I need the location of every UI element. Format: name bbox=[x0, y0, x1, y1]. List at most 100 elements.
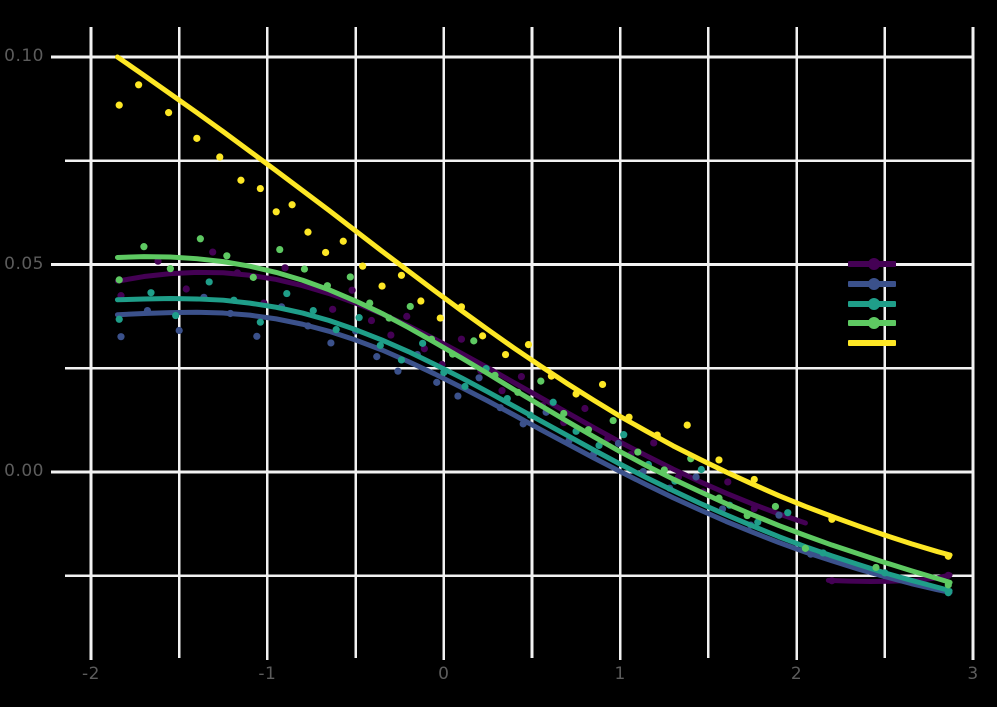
data-point bbox=[367, 316, 376, 325]
data-point bbox=[309, 306, 317, 315]
series-line bbox=[114, 254, 953, 585]
data-point bbox=[604, 434, 612, 442]
data-point bbox=[498, 387, 506, 395]
data-point bbox=[237, 176, 245, 184]
data-point bbox=[660, 466, 668, 474]
data-point bbox=[514, 388, 522, 396]
data-point bbox=[433, 378, 441, 386]
data-point bbox=[327, 339, 335, 347]
data-point bbox=[397, 356, 406, 364]
data-point bbox=[944, 581, 952, 589]
x-tick-label: 1 bbox=[614, 664, 626, 684]
data-point bbox=[750, 475, 758, 484]
data-point bbox=[223, 252, 231, 260]
data-point bbox=[166, 265, 174, 273]
data-point bbox=[115, 276, 123, 284]
data-point bbox=[205, 278, 213, 286]
x-tick-label: 2 bbox=[790, 664, 803, 684]
data-point bbox=[581, 404, 589, 413]
data-point bbox=[517, 372, 526, 381]
data-point bbox=[249, 273, 257, 281]
series-group bbox=[114, 278, 953, 597]
data-point bbox=[230, 296, 238, 304]
data-point bbox=[715, 456, 723, 464]
x-tick-label: -1 bbox=[258, 664, 277, 684]
data-point bbox=[692, 473, 700, 481]
data-point bbox=[272, 208, 280, 216]
data-point bbox=[625, 413, 633, 421]
data-point bbox=[547, 372, 556, 380]
y-tick-label: 0.10 bbox=[4, 46, 44, 66]
legend-entry[interactable] bbox=[836, 313, 986, 333]
x-tick-label: 3 bbox=[967, 664, 979, 684]
data-point bbox=[323, 282, 331, 290]
data-point bbox=[784, 509, 792, 517]
data-point bbox=[196, 235, 204, 243]
data-point bbox=[491, 371, 499, 379]
series-line bbox=[114, 296, 953, 594]
data-point bbox=[801, 544, 810, 552]
data-point bbox=[634, 448, 642, 456]
data-point bbox=[872, 563, 880, 572]
data-point bbox=[417, 297, 425, 305]
data-point bbox=[653, 431, 661, 439]
data-point bbox=[256, 184, 264, 193]
data-point bbox=[470, 337, 478, 345]
data-point bbox=[537, 377, 545, 385]
data-point bbox=[584, 426, 593, 434]
data-point bbox=[175, 326, 183, 335]
legend-entry[interactable] bbox=[836, 274, 986, 294]
data-point bbox=[140, 243, 148, 251]
data-point bbox=[620, 431, 628, 439]
legend-marker-icon bbox=[868, 258, 880, 270]
data-point bbox=[366, 299, 374, 307]
data-point bbox=[609, 416, 617, 425]
data-point bbox=[387, 331, 395, 339]
series-line bbox=[114, 309, 953, 595]
legend-marker-icon bbox=[868, 277, 880, 290]
data-point bbox=[359, 262, 367, 270]
legend-entry[interactable] bbox=[836, 294, 986, 314]
legend-color-swatch bbox=[848, 340, 896, 347]
data-point bbox=[115, 315, 123, 323]
data-point bbox=[724, 478, 732, 486]
data-point bbox=[304, 322, 312, 330]
data-point bbox=[283, 289, 291, 298]
series-group bbox=[114, 293, 953, 596]
data-point bbox=[683, 421, 691, 429]
data-point bbox=[406, 302, 414, 311]
legend-entry[interactable] bbox=[836, 333, 986, 353]
data-point bbox=[193, 134, 201, 142]
data-point bbox=[165, 109, 173, 117]
data-point bbox=[346, 273, 354, 281]
legend-entry[interactable] bbox=[836, 254, 986, 274]
data-point bbox=[288, 201, 296, 209]
data-point bbox=[376, 341, 384, 350]
data-point bbox=[595, 441, 603, 450]
data-point bbox=[355, 314, 363, 322]
data-point bbox=[807, 550, 815, 558]
data-point bbox=[457, 335, 466, 343]
x-tick-label: -2 bbox=[82, 664, 100, 684]
series-group bbox=[114, 235, 953, 589]
data-point bbox=[253, 332, 261, 340]
data-point bbox=[524, 340, 533, 349]
data-point bbox=[304, 228, 312, 236]
data-point bbox=[881, 569, 889, 577]
data-point bbox=[944, 571, 952, 579]
data-point bbox=[750, 504, 758, 513]
data-point bbox=[503, 394, 511, 403]
data-point bbox=[135, 81, 143, 89]
data-point bbox=[209, 248, 217, 256]
data-point bbox=[332, 326, 340, 334]
legend-marker-icon bbox=[868, 317, 880, 330]
data-point bbox=[743, 511, 751, 520]
data-point bbox=[427, 335, 436, 343]
data-point bbox=[403, 312, 411, 320]
y-tick-label: 0.05 bbox=[4, 253, 44, 274]
data-point bbox=[281, 264, 289, 272]
data-point bbox=[385, 314, 393, 322]
data-point bbox=[754, 518, 762, 526]
data-point bbox=[775, 511, 783, 519]
data-point bbox=[397, 271, 406, 279]
